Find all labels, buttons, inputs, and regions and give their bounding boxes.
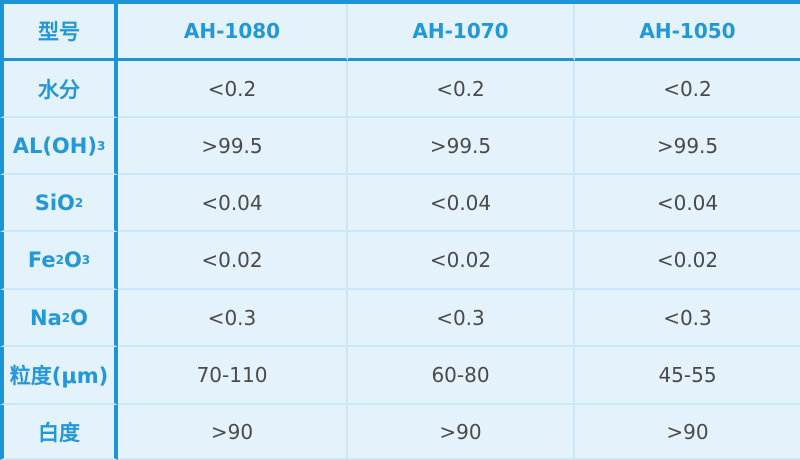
value-cell: <0.04	[575, 175, 800, 232]
value-cell: 70-110	[118, 347, 348, 405]
table-row: SiO 2 <0.04 <0.04 <0.04	[0, 175, 800, 232]
value-cell: <0.02	[118, 232, 348, 290]
label-text: Fe	[27, 248, 56, 272]
value-cell: >90	[575, 405, 800, 460]
label-text: Na	[30, 305, 62, 330]
table-row: 水分 <0.2 <0.2 <0.2	[0, 61, 800, 118]
model-header: AH-1070	[348, 4, 575, 61]
row-label: AL(OH) 3	[0, 118, 118, 175]
value-cell: <0.04	[348, 175, 575, 232]
label-text: O	[63, 248, 82, 272]
row-label: 白度	[0, 405, 118, 460]
row-label: SiO 2	[0, 175, 118, 232]
value-cell: <0.3	[118, 290, 348, 347]
header-row: 型号 AH-1080 AH-1070 AH-1050	[0, 4, 800, 61]
table-row: Na 2 O <0.3 <0.3 <0.3	[0, 290, 800, 347]
label-text: 白度	[38, 420, 80, 445]
table-row: Fe 2 O 3 <0.02 <0.02 <0.02	[0, 232, 800, 290]
label-subscript: 2	[74, 195, 84, 210]
row-label: 粒度(μm)	[0, 347, 118, 405]
value-cell: >99.5	[575, 118, 800, 175]
value-cell: <0.04	[118, 175, 348, 232]
label-subscript: 2	[61, 310, 71, 325]
label-subscript: 3	[96, 138, 106, 153]
model-header: AH-1050	[575, 4, 800, 61]
model-header: AH-1080	[118, 4, 348, 61]
value-cell: <0.2	[575, 61, 800, 118]
table-row: 粒度(μm) 70-110 60-80 45-55	[0, 347, 800, 405]
table-row: AL(OH) 3 >99.5 >99.5 >99.5	[0, 118, 800, 175]
value-cell: >99.5	[348, 118, 575, 175]
label-text: AL(OH)	[12, 133, 97, 158]
value-cell: 45-55	[575, 347, 800, 405]
label-subscript: 2	[55, 253, 64, 267]
row-label: Fe 2 O 3	[0, 232, 118, 290]
label-text: O	[70, 305, 88, 330]
header-label: 型号	[0, 4, 118, 61]
value-cell: >90	[118, 405, 348, 460]
row-label: Na 2 O	[0, 290, 118, 347]
value-cell: <0.02	[575, 232, 800, 290]
value-cell: >90	[348, 405, 575, 460]
row-label: 水分	[0, 61, 118, 118]
value-cell: <0.02	[348, 232, 575, 290]
label-text: 水分	[38, 77, 80, 102]
value-cell: <0.2	[118, 61, 348, 118]
value-cell: <0.3	[348, 290, 575, 347]
label-text: 粒度(μm)	[9, 364, 109, 388]
value-cell: <0.3	[575, 290, 800, 347]
table-row: 白度 >90 >90 >90	[0, 405, 800, 460]
label-subscript: 3	[81, 253, 91, 267]
value-cell: <0.2	[348, 61, 575, 118]
value-cell: >99.5	[118, 118, 348, 175]
label-text: SiO	[34, 190, 75, 215]
value-cell: 60-80	[348, 347, 575, 405]
